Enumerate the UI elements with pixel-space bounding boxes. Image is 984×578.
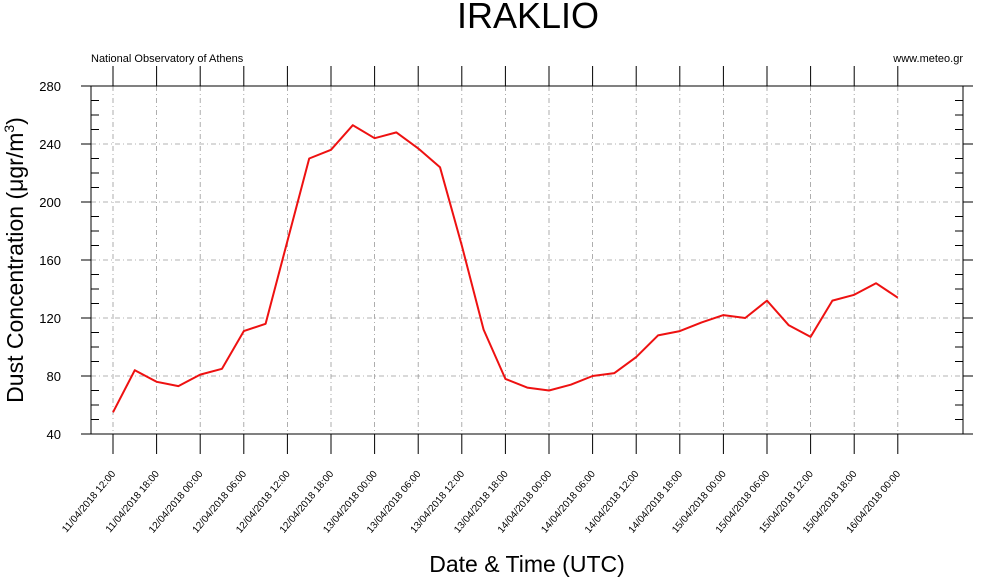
data-point	[635, 356, 637, 358]
y-tick-label: 40	[47, 427, 61, 442]
data-point	[112, 411, 114, 413]
y-tick-label: 240	[39, 137, 61, 152]
data-point	[657, 334, 659, 336]
data-point	[439, 166, 441, 168]
data-point	[265, 323, 267, 325]
data-point	[592, 375, 594, 377]
data-point	[810, 336, 812, 338]
data-point	[526, 387, 528, 389]
data-point	[744, 317, 746, 319]
y-tick-labels: 40 80 120 160 200 240 280	[39, 79, 61, 442]
data-point	[483, 329, 485, 331]
data-point	[788, 324, 790, 326]
y-tick-label: 200	[39, 195, 61, 210]
y-axis-title: Dust Concentration (μgr/m3)	[1, 117, 28, 403]
y-tick-label: 280	[39, 79, 61, 94]
data-point	[374, 137, 376, 139]
y-axis-title-superscript: 3	[1, 125, 17, 133]
data-point	[352, 124, 354, 126]
y-tick-label: 80	[47, 369, 61, 384]
data-point	[221, 368, 223, 370]
chart-title: IRAKLIO	[457, 0, 599, 36]
website-note: www.meteo.gr	[892, 53, 963, 65]
data-point	[570, 384, 572, 386]
x-axis-title: Date & Time (UTC)	[429, 551, 625, 577]
data-point	[613, 372, 615, 374]
gridlines	[91, 86, 963, 434]
series-group	[112, 124, 899, 413]
data-point	[286, 240, 288, 242]
data-point	[417, 147, 419, 149]
axis-ticks	[81, 66, 973, 454]
data-point	[308, 158, 310, 160]
data-point	[701, 321, 703, 323]
data-point	[875, 282, 877, 284]
data-point	[461, 245, 463, 247]
y-axis-title-close: )	[2, 117, 28, 125]
y-tick-label: 160	[39, 253, 61, 268]
data-point	[853, 294, 855, 296]
organization-note: National Observatory of Athens	[91, 53, 244, 65]
data-point	[548, 390, 550, 392]
data-point	[679, 330, 681, 332]
y-axis-title-main: Dust Concentration (μgr/m	[2, 133, 28, 403]
data-point	[722, 314, 724, 316]
data-point	[134, 369, 136, 371]
plot-frame	[90, 85, 964, 435]
dust-series-line	[112, 124, 899, 413]
data-point	[177, 385, 179, 387]
y-tick-label: 120	[39, 311, 61, 326]
data-point	[395, 131, 397, 133]
data-point	[330, 149, 332, 151]
data-point	[156, 381, 158, 383]
data-point	[199, 374, 201, 376]
data-point	[766, 300, 768, 302]
data-point	[831, 300, 833, 302]
data-point	[243, 330, 245, 332]
data-point	[897, 297, 899, 299]
data-point	[504, 378, 506, 380]
